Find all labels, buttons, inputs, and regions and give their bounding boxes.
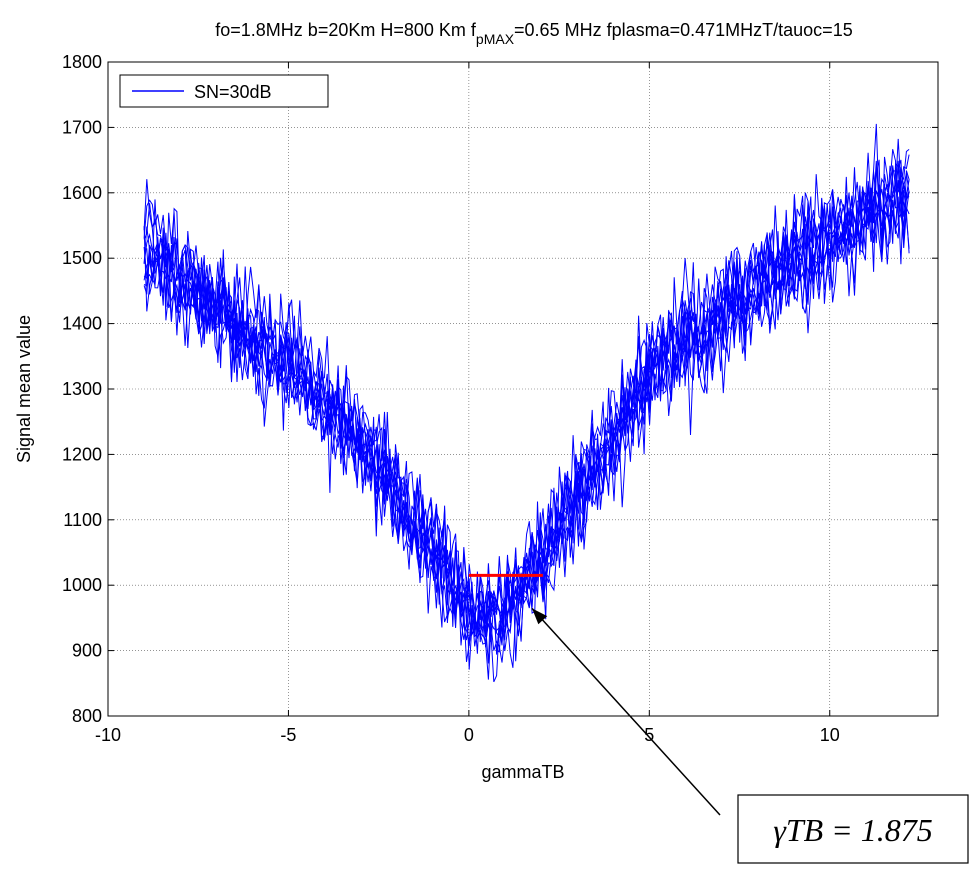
y-tick-label: 800 [72,706,102,726]
legend: SN=30dB [120,75,328,107]
y-axis-label: Signal mean value [14,315,34,463]
y-tick-label: 900 [72,641,102,661]
y-tick-label: 1200 [62,444,102,464]
y-tick-label: 1800 [62,52,102,72]
legend-label-sn30: SN=30dB [194,82,272,102]
title-main: fo=1.8MHz b=20Km H=800 Km f [215,20,477,40]
x-tick-label: -5 [280,725,296,745]
x-tick-label: 10 [820,725,840,745]
y-tick-label: 1000 [62,575,102,595]
y-tick-label: 1100 [63,510,102,530]
annotation-label: γTB = 1.875 [773,812,933,848]
y-tick-label: 1300 [62,379,102,399]
y-tick-label: 1500 [62,248,102,268]
y-tick-label: 1600 [62,183,102,203]
x-tick-label: -10 [95,725,121,745]
title-tail: =0.65 MHz fplasma=0.471MHzT/tauoc=15 [514,20,853,40]
y-tick-label: 1700 [62,117,102,137]
y-tick-label: 1400 [62,314,102,334]
x-axis-label: gammaTB [481,762,564,782]
x-tick-label: 0 [464,725,474,745]
title-subscript: pMAX [476,31,515,47]
